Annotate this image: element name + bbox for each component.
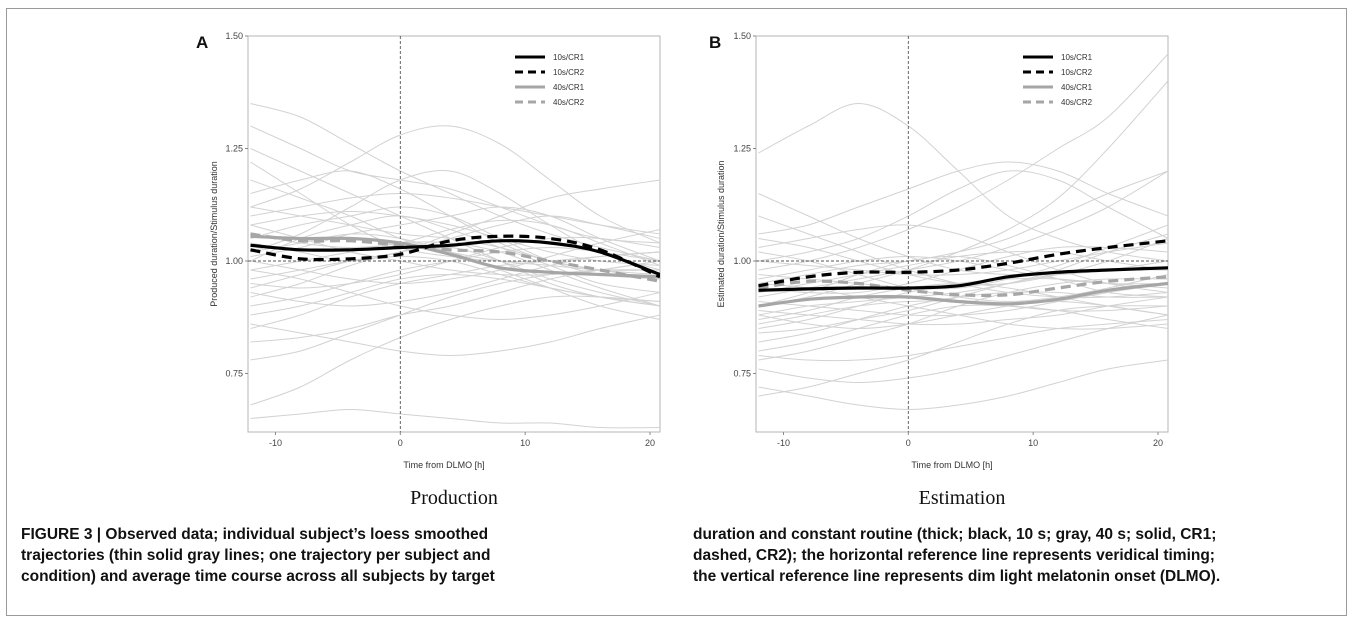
legend-label: 40s/CR1 xyxy=(1061,83,1093,92)
y-tick-label: 1.25 xyxy=(733,144,751,154)
series-line-10s-cr1 xyxy=(758,266,1168,292)
series-line-40s-cr2 xyxy=(250,232,660,283)
individual-trajectory xyxy=(758,161,1168,235)
legend-label: 10s/CR2 xyxy=(1061,68,1093,77)
x-tick-label: 20 xyxy=(1153,438,1163,448)
individual-trajectory xyxy=(758,233,1168,316)
panel-b: B Estimated duration/Stimulus duration Tim… xyxy=(709,31,1169,470)
caption-right-line-1: duration and constant routine (thick; bl… xyxy=(693,526,1217,543)
individual-trajectory xyxy=(758,304,1168,352)
plot-area xyxy=(247,35,661,433)
y-tick-label: 1.00 xyxy=(733,256,751,266)
x-tick-label: 10 xyxy=(520,438,530,448)
y-tick-label: 0.75 xyxy=(225,369,243,379)
y-tick-label: 1.50 xyxy=(733,31,751,41)
x-axis-label: Time from DLMO [h] xyxy=(911,460,992,470)
y-tick-label: 0.75 xyxy=(733,369,751,379)
individual-trajectory xyxy=(758,319,1168,362)
caption-left-line-1: FIGURE 3 | Observed data; individual sub… xyxy=(21,526,489,543)
individual-trajectory xyxy=(758,224,1168,293)
series-line-40s-cr1 xyxy=(758,281,1168,308)
individual-trajectory xyxy=(250,219,660,266)
individual-trajectory xyxy=(250,246,660,307)
series-line-10s-cr1 xyxy=(250,239,660,277)
individual-trajectory xyxy=(250,179,660,262)
panel-a-subtitle: Production xyxy=(410,487,498,509)
individual-trajectory xyxy=(250,314,660,357)
y-axis-label: Produced duration/Stimulus duration xyxy=(209,161,219,307)
individual-trajectory xyxy=(250,125,660,244)
individual-trajectory xyxy=(758,359,1168,411)
individual-trajectory xyxy=(250,269,660,321)
individual-trajectory xyxy=(758,296,1168,326)
individual-trajectory xyxy=(250,215,660,289)
individual-trajectory xyxy=(758,305,1168,397)
panel-a: A Produced duration/Stimulus duration Time… xyxy=(196,31,661,470)
plot-lines xyxy=(756,36,1168,432)
individual-trajectory xyxy=(250,269,660,361)
series-line-10s-cr2 xyxy=(250,234,660,279)
caption-right-line-3: the vertical reference line represents d… xyxy=(693,568,1221,585)
series-line-10s-cr2 xyxy=(758,239,1168,288)
y-tick-label: 1.25 xyxy=(225,144,243,154)
individual-trajectory xyxy=(250,408,660,429)
plot-lines xyxy=(248,36,660,432)
x-tick-label: 20 xyxy=(645,438,655,448)
y-tick-label: 1.50 xyxy=(225,31,243,41)
plot-area xyxy=(755,35,1169,433)
panel-b-subtitle: Estimation xyxy=(918,487,1006,509)
caption-left: FIGURE 3 | Observed data; individual sub… xyxy=(21,524,495,587)
caption-right: duration and constant routine (thick; bl… xyxy=(693,524,1220,587)
x-tick-label: 10 xyxy=(1028,438,1038,448)
individual-trajectory xyxy=(250,192,660,235)
individual-trajectory xyxy=(250,295,660,406)
panel-letter: B xyxy=(709,33,721,52)
x-tick-label: 0 xyxy=(906,438,911,448)
x-tick-label: 0 xyxy=(398,438,403,448)
legend-label: 40s/CR2 xyxy=(553,98,585,107)
x-axis-label: Time from DLMO [h] xyxy=(403,460,484,470)
individual-trajectory xyxy=(250,210,660,266)
x-tick-label: -10 xyxy=(777,438,790,448)
caption-left-line-3: condition) and average time course acros… xyxy=(21,568,495,585)
legend-label: 10s/CR2 xyxy=(553,68,585,77)
individual-trajectory xyxy=(758,170,1168,284)
individual-trajectory xyxy=(758,170,1168,262)
individual-trajectory xyxy=(250,161,660,263)
individual-trajectory xyxy=(250,206,660,262)
x-tick-label: -10 xyxy=(269,438,282,448)
individual-trajectory xyxy=(758,282,1168,320)
legend-label: 40s/CR1 xyxy=(553,83,585,92)
panel-letter: A xyxy=(196,33,208,52)
figure-frame xyxy=(6,8,1347,616)
legend-label: 10s/CR1 xyxy=(553,53,585,62)
individual-trajectory xyxy=(250,125,660,244)
caption-right-line-2: dashed, CR2); the horizontal reference l… xyxy=(693,547,1215,564)
legend-label: 40s/CR2 xyxy=(1061,98,1093,107)
caption-left-line-2: trajectories (thin solid gray lines; one… xyxy=(21,547,491,564)
individual-trajectory xyxy=(758,242,1168,276)
series-line-40s-cr2 xyxy=(758,275,1168,298)
y-axis-label: Estimated duration/Stimulus duration xyxy=(716,160,726,307)
individual-trajectory xyxy=(758,53,1168,271)
legend-label: 10s/CR1 xyxy=(1061,53,1093,62)
y-tick-label: 1.00 xyxy=(225,256,243,266)
individual-trajectory xyxy=(758,314,1168,384)
individual-trajectory xyxy=(758,80,1168,307)
individual-trajectory xyxy=(758,283,1168,317)
individual-trajectory xyxy=(250,273,660,316)
series-line-40s-cr1 xyxy=(250,234,660,279)
